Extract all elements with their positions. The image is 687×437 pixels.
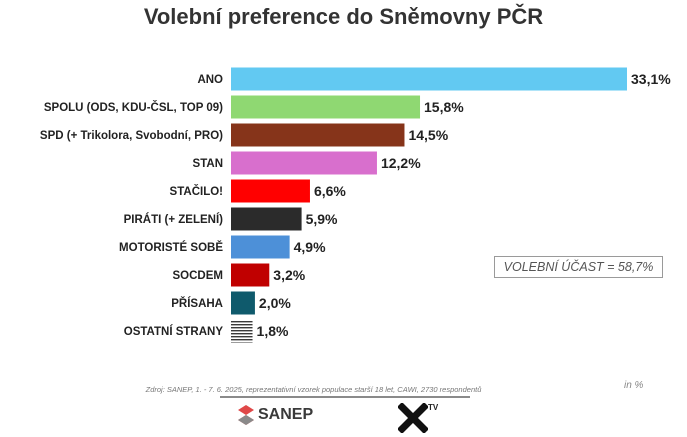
value-label: 33,1% <box>631 71 671 87</box>
value-label: 3,2% <box>273 267 305 283</box>
value-label: 4,9% <box>294 239 326 255</box>
value-label: 5,9% <box>306 211 338 227</box>
bar <box>231 207 302 231</box>
sanep-logo-text: SANEP <box>258 406 314 423</box>
value-label: 12,2% <box>381 155 421 171</box>
xtv-logo-text: TV <box>428 403 439 412</box>
bar <box>231 291 255 315</box>
bar <box>231 179 310 203</box>
x-mark-icon <box>398 403 428 433</box>
category-label: STAN <box>193 158 223 170</box>
category-label: SPD (+ Trikolora, Svobodní, PRO) <box>40 130 223 142</box>
value-label: 2,0% <box>259 295 291 311</box>
bar <box>231 67 627 91</box>
value-label: 1,8% <box>257 323 289 339</box>
unit-note: in % <box>624 380 644 391</box>
category-label: SOCDEM <box>173 270 223 282</box>
bar <box>231 235 290 259</box>
bar <box>231 319 253 343</box>
bar <box>231 123 405 147</box>
sanep-logo-icon <box>238 405 254 425</box>
turnout-annotation: VOLEBNÍ ÚČAST = 58,7% <box>494 256 663 278</box>
value-label: 15,8% <box>424 99 464 115</box>
bar <box>231 151 377 175</box>
xtv-logo: TV <box>398 403 448 433</box>
sanep-logo: SANEP <box>236 403 326 431</box>
source-note: Zdroj: SANEP, 1. - 7. 6. 2025, reprezent… <box>145 385 482 394</box>
bar <box>231 95 421 119</box>
category-label: PIRÁTI (+ ZELENÍ) <box>124 213 224 226</box>
category-label: SPOLU (ODS, KDU-ČSL, TOP 09) <box>44 101 223 114</box>
category-label: STAČILO! <box>170 185 223 198</box>
category-label: MOTORISTÉ SOBĚ <box>119 241 223 254</box>
category-label: OSTATNÍ STRANY <box>124 325 224 338</box>
footer-divider <box>220 396 470 398</box>
value-label: 6,6% <box>314 183 346 199</box>
chart-title: Volební preference do Sněmovny PČR <box>143 4 544 29</box>
category-label: PŘÍSAHA <box>171 297 223 310</box>
bar <box>231 263 270 287</box>
value-label: 14,5% <box>408 127 448 143</box>
category-label: ANO <box>197 74 223 86</box>
